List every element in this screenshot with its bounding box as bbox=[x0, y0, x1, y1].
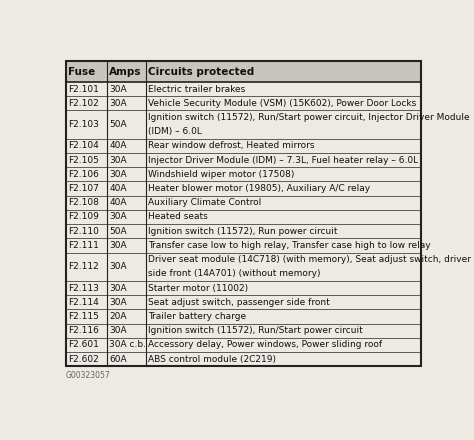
Text: 50A: 50A bbox=[109, 120, 127, 129]
Text: F2.108: F2.108 bbox=[68, 198, 100, 207]
Text: 40A: 40A bbox=[109, 198, 127, 207]
Text: 40A: 40A bbox=[109, 184, 127, 193]
Bar bbox=[66, 338, 421, 352]
Text: (IDM) – 6.0L: (IDM) – 6.0L bbox=[148, 127, 202, 136]
Text: Heated seats: Heated seats bbox=[148, 213, 208, 221]
Text: Amps: Amps bbox=[109, 66, 142, 77]
Bar bbox=[66, 181, 421, 196]
Bar bbox=[66, 224, 421, 238]
Text: 20A: 20A bbox=[109, 312, 127, 321]
Bar bbox=[66, 96, 421, 110]
Bar bbox=[66, 323, 421, 338]
Text: Injector Driver Module (IDM) – 7.3L, Fuel heater relay – 6.0L: Injector Driver Module (IDM) – 7.3L, Fue… bbox=[148, 156, 419, 165]
Text: Heater blower motor (19805), Auxiliary A/C relay: Heater blower motor (19805), Auxiliary A… bbox=[148, 184, 371, 193]
Text: Ignition switch (11572), Run/Start power circuit, Injector Driver Module: Ignition switch (11572), Run/Start power… bbox=[148, 113, 470, 122]
Text: Ignition switch (11572), Run power circuit: Ignition switch (11572), Run power circu… bbox=[148, 227, 338, 236]
Text: F2.602: F2.602 bbox=[68, 355, 99, 363]
Bar bbox=[66, 196, 421, 210]
Bar bbox=[66, 352, 421, 366]
Text: Rear window defrost, Heated mirrors: Rear window defrost, Heated mirrors bbox=[148, 141, 315, 150]
Text: Windshield wiper motor (17508): Windshield wiper motor (17508) bbox=[148, 170, 295, 179]
Text: Trailer battery charge: Trailer battery charge bbox=[148, 312, 246, 321]
Bar bbox=[66, 295, 421, 309]
Text: 30A: 30A bbox=[109, 213, 127, 221]
Text: Auxiliary Climate Control: Auxiliary Climate Control bbox=[148, 198, 262, 207]
Text: F2.103: F2.103 bbox=[68, 120, 100, 129]
Bar bbox=[66, 110, 421, 139]
Text: 60A: 60A bbox=[109, 355, 127, 363]
Text: side front (14A701) (without memory): side front (14A701) (without memory) bbox=[148, 269, 321, 279]
Bar bbox=[66, 139, 421, 153]
Text: F2.111: F2.111 bbox=[68, 241, 100, 250]
Bar bbox=[66, 281, 421, 295]
Text: F2.105: F2.105 bbox=[68, 156, 100, 165]
Text: Circuits protected: Circuits protected bbox=[148, 66, 255, 77]
Text: F2.101: F2.101 bbox=[68, 84, 100, 94]
Text: 50A: 50A bbox=[109, 227, 127, 236]
Text: F2.102: F2.102 bbox=[68, 99, 99, 108]
Text: F2.110: F2.110 bbox=[68, 227, 100, 236]
Text: 30A: 30A bbox=[109, 241, 127, 250]
Text: F2.104: F2.104 bbox=[68, 141, 99, 150]
Text: 30A: 30A bbox=[109, 326, 127, 335]
Text: 30A: 30A bbox=[109, 84, 127, 94]
Text: Electric trailer brakes: Electric trailer brakes bbox=[148, 84, 246, 94]
Text: 30A: 30A bbox=[109, 283, 127, 293]
Text: 40A: 40A bbox=[109, 141, 127, 150]
Text: ABS control module (2C219): ABS control module (2C219) bbox=[148, 355, 276, 363]
Text: Vehicle Security Module (VSM) (15K602), Power Door Locks: Vehicle Security Module (VSM) (15K602), … bbox=[148, 99, 417, 108]
Bar bbox=[66, 61, 421, 82]
Text: F2.115: F2.115 bbox=[68, 312, 100, 321]
Text: F2.109: F2.109 bbox=[68, 213, 100, 221]
Text: 30A c.b.: 30A c.b. bbox=[109, 341, 146, 349]
Bar bbox=[66, 82, 421, 96]
Text: F2.106: F2.106 bbox=[68, 170, 100, 179]
Text: 30A: 30A bbox=[109, 156, 127, 165]
Bar bbox=[66, 210, 421, 224]
Text: Fuse: Fuse bbox=[68, 66, 96, 77]
Text: 30A: 30A bbox=[109, 99, 127, 108]
Text: F2.601: F2.601 bbox=[68, 341, 100, 349]
Text: G00323057: G00323057 bbox=[66, 371, 110, 380]
Text: Seat adjust switch, passenger side front: Seat adjust switch, passenger side front bbox=[148, 298, 330, 307]
Text: Driver seat module (14C718) (with memory), Seat adjust switch, driver: Driver seat module (14C718) (with memory… bbox=[148, 255, 471, 264]
Text: F2.112: F2.112 bbox=[68, 262, 99, 271]
Text: F2.116: F2.116 bbox=[68, 326, 100, 335]
Text: Starter motor (11002): Starter motor (11002) bbox=[148, 283, 248, 293]
Text: F2.113: F2.113 bbox=[68, 283, 100, 293]
Text: 30A: 30A bbox=[109, 298, 127, 307]
Text: Transfer case low to high relay, Transfer case high to low relay: Transfer case low to high relay, Transfe… bbox=[148, 241, 431, 250]
Bar bbox=[66, 153, 421, 167]
Text: 30A: 30A bbox=[109, 262, 127, 271]
Text: F2.107: F2.107 bbox=[68, 184, 100, 193]
Text: Ignition switch (11572), Run/Start power circuit: Ignition switch (11572), Run/Start power… bbox=[148, 326, 363, 335]
Bar bbox=[66, 253, 421, 281]
Text: 30A: 30A bbox=[109, 170, 127, 179]
Bar bbox=[66, 309, 421, 323]
Text: F2.114: F2.114 bbox=[68, 298, 99, 307]
Bar bbox=[66, 238, 421, 253]
Text: Accessory delay, Power windows, Power sliding roof: Accessory delay, Power windows, Power sl… bbox=[148, 341, 383, 349]
Bar bbox=[66, 167, 421, 181]
